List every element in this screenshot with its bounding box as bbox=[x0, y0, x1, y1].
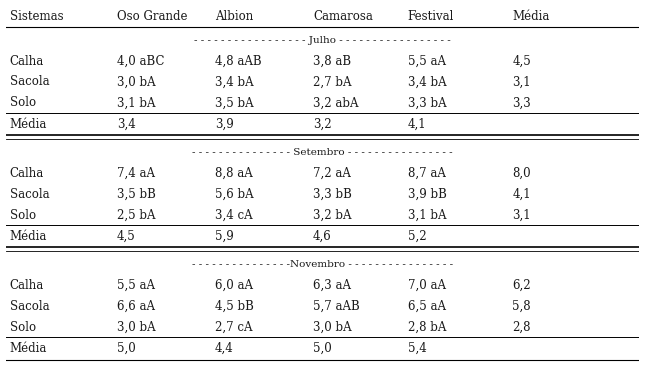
Text: 3,4 cA: 3,4 cA bbox=[215, 209, 253, 222]
Text: 3,4 bA: 3,4 bA bbox=[408, 75, 446, 88]
Text: 3,4 bA: 3,4 bA bbox=[215, 75, 253, 88]
Text: Média: Média bbox=[10, 118, 47, 131]
Text: Solo: Solo bbox=[10, 209, 35, 222]
Text: Sistemas: Sistemas bbox=[10, 10, 63, 23]
Text: 5,5 aA: 5,5 aA bbox=[117, 279, 155, 292]
Text: 3,2 abA: 3,2 abA bbox=[313, 96, 359, 109]
Text: 5,8: 5,8 bbox=[512, 300, 531, 313]
Text: 4,5: 4,5 bbox=[512, 54, 531, 68]
Text: Média: Média bbox=[10, 230, 47, 243]
Text: 6,0 aA: 6,0 aA bbox=[215, 279, 253, 292]
Text: - - - - - - - - - - - - - - - Setembro - - - - - - - - - - - - - - - -: - - - - - - - - - - - - - - - Setembro -… bbox=[192, 148, 453, 157]
Text: 4,6: 4,6 bbox=[313, 230, 332, 243]
Text: 3,3: 3,3 bbox=[512, 96, 531, 109]
Text: 2,8: 2,8 bbox=[512, 321, 531, 334]
Text: 3,3 bB: 3,3 bB bbox=[313, 188, 352, 201]
Text: 3,4: 3,4 bbox=[117, 118, 136, 131]
Text: 3,0 bA: 3,0 bA bbox=[117, 321, 155, 334]
Text: Camarosa: Camarosa bbox=[313, 10, 373, 23]
Text: 2,8 bA: 2,8 bA bbox=[408, 321, 446, 334]
Text: - - - - - - - - - - - - - - - - - Julho - - - - - - - - - - - - - - - - -: - - - - - - - - - - - - - - - - - Julho … bbox=[194, 36, 451, 45]
Text: 5,9: 5,9 bbox=[215, 230, 233, 243]
Text: 3,1 bA: 3,1 bA bbox=[117, 96, 155, 109]
Text: 5,5 aA: 5,5 aA bbox=[408, 54, 446, 68]
Text: 3,9 bB: 3,9 bB bbox=[408, 188, 447, 201]
Text: 5,6 bA: 5,6 bA bbox=[215, 188, 253, 201]
Text: 5,0: 5,0 bbox=[313, 342, 332, 355]
Text: Oso Grande: Oso Grande bbox=[117, 10, 188, 23]
Text: Festival: Festival bbox=[408, 10, 454, 23]
Text: 4,4: 4,4 bbox=[215, 342, 233, 355]
Text: 3,3 bA: 3,3 bA bbox=[408, 96, 446, 109]
Text: Solo: Solo bbox=[10, 96, 35, 109]
Text: Solo: Solo bbox=[10, 321, 35, 334]
Text: Sacola: Sacola bbox=[10, 75, 49, 88]
Text: 6,2: 6,2 bbox=[512, 279, 531, 292]
Text: 4,5: 4,5 bbox=[117, 230, 136, 243]
Text: 6,3 aA: 6,3 aA bbox=[313, 279, 351, 292]
Text: 3,5 bA: 3,5 bA bbox=[215, 96, 253, 109]
Text: 8,0: 8,0 bbox=[512, 167, 531, 180]
Text: 3,1: 3,1 bbox=[512, 209, 531, 222]
Text: Calha: Calha bbox=[10, 54, 44, 68]
Text: 3,8 aB: 3,8 aB bbox=[313, 54, 351, 68]
Text: 8,8 aA: 8,8 aA bbox=[215, 167, 253, 180]
Text: 3,9: 3,9 bbox=[215, 118, 233, 131]
Text: 7,4 aA: 7,4 aA bbox=[117, 167, 155, 180]
Text: 2,7 bA: 2,7 bA bbox=[313, 75, 352, 88]
Text: - - - - - - - - - - - - - - -Novembro - - - - - - - - - - - - - - - -: - - - - - - - - - - - - - - -Novembro - … bbox=[192, 260, 453, 269]
Text: Sacola: Sacola bbox=[10, 188, 49, 201]
Text: 3,0 bA: 3,0 bA bbox=[313, 321, 352, 334]
Text: Albion: Albion bbox=[215, 10, 253, 23]
Text: 6,5 aA: 6,5 aA bbox=[408, 300, 446, 313]
Text: 3,1: 3,1 bbox=[512, 75, 531, 88]
Text: 2,5 bA: 2,5 bA bbox=[117, 209, 155, 222]
Text: 4,1: 4,1 bbox=[408, 118, 426, 131]
Text: Média: Média bbox=[512, 10, 550, 23]
Text: 5,2: 5,2 bbox=[408, 230, 426, 243]
Text: 2,7 cA: 2,7 cA bbox=[215, 321, 253, 334]
Text: 4,8 aAB: 4,8 aAB bbox=[215, 54, 262, 68]
Text: 8,7 aA: 8,7 aA bbox=[408, 167, 446, 180]
Text: 3,2: 3,2 bbox=[313, 118, 332, 131]
Text: 4,1: 4,1 bbox=[512, 188, 531, 201]
Text: 3,1 bA: 3,1 bA bbox=[408, 209, 446, 222]
Text: 3,0 bA: 3,0 bA bbox=[117, 75, 155, 88]
Text: 3,5 bB: 3,5 bB bbox=[117, 188, 156, 201]
Text: 5,0: 5,0 bbox=[117, 342, 136, 355]
Text: 5,4: 5,4 bbox=[408, 342, 426, 355]
Text: 7,2 aA: 7,2 aA bbox=[313, 167, 351, 180]
Text: 4,5 bB: 4,5 bB bbox=[215, 300, 254, 313]
Text: 5,7 aAB: 5,7 aAB bbox=[313, 300, 360, 313]
Text: 7,0 aA: 7,0 aA bbox=[408, 279, 446, 292]
Text: Sacola: Sacola bbox=[10, 300, 49, 313]
Text: 6,6 aA: 6,6 aA bbox=[117, 300, 155, 313]
Text: Calha: Calha bbox=[10, 279, 44, 292]
Text: Média: Média bbox=[10, 342, 47, 355]
Text: 3,2 bA: 3,2 bA bbox=[313, 209, 352, 222]
Text: 4,0 aBC: 4,0 aBC bbox=[117, 54, 164, 68]
Text: Calha: Calha bbox=[10, 167, 44, 180]
